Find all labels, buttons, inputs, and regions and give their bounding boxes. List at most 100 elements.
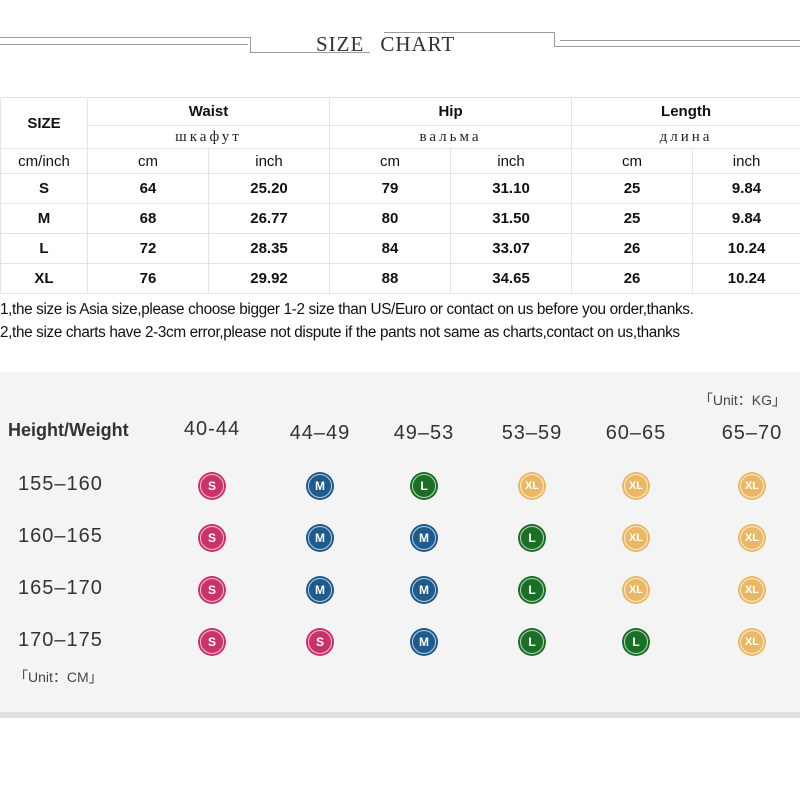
size-badge-xl: XL	[738, 524, 766, 552]
col-group-waist: Waist	[86, 97, 331, 126]
size-badge-l: L	[622, 628, 650, 656]
table-cell: 76	[87, 263, 209, 294]
size-badge-l: L	[518, 628, 546, 656]
size-badge-s: S	[306, 628, 334, 656]
unit-cell: inch	[692, 148, 800, 174]
size-badge-m: M	[410, 576, 438, 604]
table-cell: 68	[87, 203, 209, 234]
col-group-length-ru: длина	[571, 125, 800, 149]
unit-cell: inch	[450, 148, 573, 174]
size-badge-l: L	[410, 472, 438, 500]
weight-range-label: 44–49	[289, 422, 351, 444]
title-bar: SIZE CHART	[0, 0, 800, 70]
note-line: 2,the size charts have 2-3cm error,pleas…	[0, 324, 680, 341]
unit-cell: inch	[207, 148, 331, 174]
page-title: SIZE CHART	[316, 32, 471, 57]
row-size: S	[0, 173, 88, 204]
size-badge-m: M	[306, 472, 334, 500]
size-badge-xl: XL	[622, 576, 650, 604]
height-range-label: 165–170	[18, 577, 103, 599]
table-cell: 33.07	[450, 233, 573, 264]
size-badge-s: S	[198, 524, 226, 552]
weight-range-label: 60–65	[605, 422, 667, 444]
size-badge-xl: XL	[738, 628, 766, 656]
note-line: 1,the size is Asia size,please choose bi…	[0, 301, 694, 318]
row-size: L	[0, 233, 88, 264]
table-cell: 9.84	[692, 173, 800, 204]
size-badge-s: S	[198, 576, 226, 604]
table-cell: 10.24	[692, 263, 800, 294]
table-cell: 26	[571, 233, 694, 264]
table-cell: 25.20	[207, 173, 331, 204]
unit-height-label: 「Unit：CM」	[14, 669, 103, 685]
title-rule	[0, 44, 248, 45]
title-rule	[554, 32, 555, 46]
col-group-length: Length	[571, 97, 800, 126]
title-rule	[250, 37, 251, 52]
size-badge-m: M	[410, 524, 438, 552]
weight-range-label: 40-44	[183, 418, 241, 440]
size-badge-s: S	[198, 628, 226, 656]
title-word-chart: CHART	[380, 32, 456, 56]
unit-weight-label: 「Unit：KG」	[698, 392, 786, 408]
size-badge-xl: XL	[518, 472, 546, 500]
table-cell: 34.65	[450, 263, 573, 294]
size-badge-m: M	[410, 628, 438, 656]
col-group-hip-ru: вальма	[329, 125, 573, 149]
title-rule	[554, 46, 800, 47]
size-badge-l: L	[518, 576, 546, 604]
size-badge-xl: XL	[738, 576, 766, 604]
size-badge-xl: XL	[622, 524, 650, 552]
size-notes: 1,the size is Asia size,please choose bi…	[0, 298, 800, 344]
col-group-hip: Hip	[329, 97, 573, 126]
title-rule	[0, 37, 250, 38]
table-cell: 72	[87, 233, 209, 264]
table-header-row: SIZE Waist Hip Length	[0, 97, 800, 149]
table-cell: 79	[329, 173, 452, 204]
table-row: S 64 25.20 79 31.10 25 9.84	[0, 173, 800, 204]
table-russian-row: шкафут вальма длина	[1, 125, 800, 149]
table-row: M 68 26.77 80 31.50 25 9.84	[0, 203, 800, 234]
table-cell: 26.77	[207, 203, 331, 234]
table-cell: 29.92	[207, 263, 331, 294]
table-cell: 9.84	[692, 203, 800, 234]
table-row: XL 76 29.92 88 34.65 26 10.24	[0, 263, 800, 294]
table-cell: 31.50	[450, 203, 573, 234]
weight-range-label: 53–59	[501, 422, 563, 444]
unit-label: cm/inch	[0, 148, 88, 174]
table-row: L 72 28.35 84 33.07 26 10.24	[0, 233, 800, 264]
table-cell: 26	[571, 263, 694, 294]
table-cell: 80	[329, 203, 452, 234]
title-rule	[560, 40, 800, 41]
table-cell: 25	[571, 203, 694, 234]
table-cell: 25	[571, 173, 694, 204]
title-rule	[250, 52, 370, 53]
height-weight-label: Height/Weight	[8, 420, 129, 440]
weight-range-label: 49–53	[393, 422, 455, 444]
size-badge-xl: XL	[622, 472, 650, 500]
table-cell: 84	[329, 233, 452, 264]
size-badge-m: M	[306, 524, 334, 552]
size-badge-xl: XL	[738, 472, 766, 500]
table-cell: 28.35	[207, 233, 331, 264]
table-unit-row: cm/inch cm inch cm inch cm inch	[0, 148, 800, 174]
fit-chart-panel: 「Unit：KG」 Height/Weight 「Unit：CM」 40-44 4…	[0, 372, 800, 718]
size-header: SIZE	[0, 97, 88, 149]
height-range-label: 155–160	[18, 473, 103, 495]
col-group-waist-ru: шкафут	[86, 125, 331, 149]
unit-cell: cm	[329, 148, 452, 174]
height-range-label: 170–175	[18, 629, 103, 651]
height-range-label: 160–165	[18, 525, 103, 547]
table-cell: 88	[329, 263, 452, 294]
title-rule	[384, 32, 554, 33]
table-cell: 10.24	[692, 233, 800, 264]
unit-cell: cm	[571, 148, 694, 174]
table-cell: 64	[87, 173, 209, 204]
size-table: SIZE Waist Hip Length шкафут вальма длин…	[0, 97, 800, 294]
table-cell: 31.10	[450, 173, 573, 204]
size-badge-l: L	[518, 524, 546, 552]
title-word-size: SIZE	[316, 32, 365, 56]
weight-range-label: 65–70	[721, 422, 783, 444]
size-badge-s: S	[198, 472, 226, 500]
row-size: M	[0, 203, 88, 234]
